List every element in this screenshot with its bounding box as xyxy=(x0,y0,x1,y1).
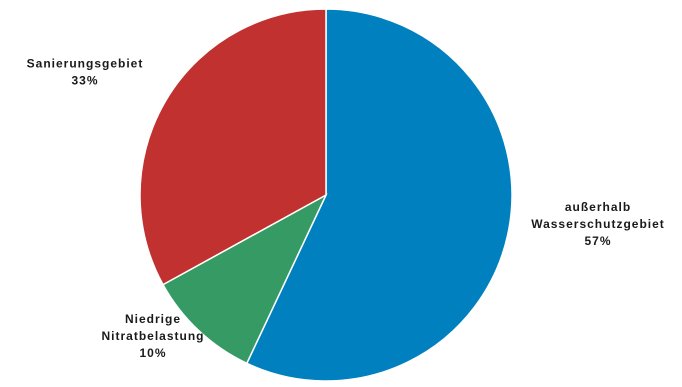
slice-name-label: Niedrige xyxy=(125,312,181,326)
pie-slice-0 xyxy=(245,8,513,382)
pie-slice-1 xyxy=(161,193,328,365)
slice-percent-label: 57% xyxy=(584,234,611,248)
slice-name-label: Wasserschutzgebiet xyxy=(531,217,665,231)
slice-percent-label: 10% xyxy=(139,346,166,360)
slice-label-1: Niedrige Nitratbelastung 10% xyxy=(101,312,204,360)
slice-name-label: außerhalb xyxy=(565,200,631,214)
slice-name-label: Nitratbelastung xyxy=(101,329,204,343)
slice-label-2: Sanierungsgebiet 33% xyxy=(27,57,144,88)
slice-label-0: außerhalb Wasserschutzgebiet 57% xyxy=(531,200,665,248)
pie-slice-2 xyxy=(139,8,327,286)
slice-percent-label: 33% xyxy=(71,74,98,88)
slice-name-label: Sanierungsgebiet xyxy=(27,57,144,71)
